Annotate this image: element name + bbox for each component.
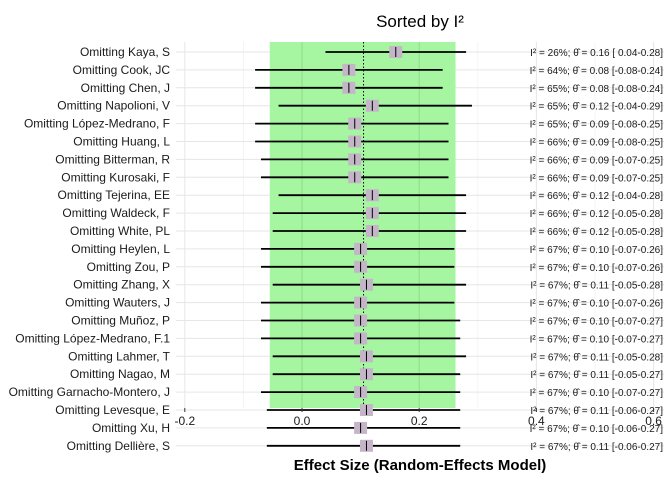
study-annotation: I² = 67%; θ̂ = 0.11 [-0.05-0.27]	[530, 369, 663, 381]
study-label: Omitting Napolioni, V	[57, 99, 170, 113]
study-row: Omitting Levesque, E I² = 67%; θ̂ = 0.11 …	[55, 403, 663, 417]
study-row: Omitting López-Medrano, F I² = 65%; θ̂ = …	[24, 117, 663, 131]
study-annotation: I² = 67%; θ̂ = 0.10 [-0.06-0.27]	[530, 423, 664, 435]
study-row: Omitting Garnacho-Montero, J I² = 67%; θ̂…	[9, 385, 664, 399]
study-label: Omitting Garnacho-Montero, J	[9, 385, 170, 399]
study-annotation: I² = 67%; θ̂ = 0.10 [-0.07-0.27]	[530, 333, 664, 345]
study-row: Omitting Wauters, J I² = 67%; θ̂ = 0.10 […	[65, 296, 663, 310]
study-row: Omitting Kurosaki, F I² = 66%; θ̂ = 0.09 …	[61, 170, 663, 184]
study-row: Omitting Xu, H I² = 67%; θ̂ = 0.10 [-0.06…	[92, 421, 663, 435]
study-row: Omitting Waldeck, F I² = 66%; θ̂ = 0.12 […	[62, 206, 663, 220]
study-label: Omitting White, PL	[70, 224, 170, 238]
study-annotation: I² = 67%; θ̂ = 0.10 [-0.07-0.27]	[530, 316, 664, 328]
study-row: Omitting Nagao, M I² = 67%; θ̂ = 0.11 [-0…	[70, 367, 663, 381]
study-rows: Omitting Kaya, S I² = 26%; θ̂ = 0.16 [ 0.…	[9, 45, 664, 453]
study-annotation: I² = 67%; θ̂ = 0.11 [-0.05-0.28]	[530, 351, 663, 363]
study-annotation: I² = 65%; θ̂ = 0.09 [-0.08-0.25]	[530, 119, 664, 131]
study-row: Omitting Napolioni, V I² = 65%; θ̂ = 0.12…	[57, 99, 663, 113]
study-label: Omitting Lahmer, T	[68, 349, 170, 363]
study-annotation: I² = 65%; θ̂ = 0.08 [-0.08-0.24]	[530, 83, 664, 95]
study-label: Omitting Cook, JC	[73, 63, 171, 77]
study-label: Omitting Kurosaki, F	[61, 170, 170, 184]
x-tick-label: 0.6	[645, 414, 662, 428]
study-row: Omitting López-Medrano, F.1 I² = 67%; θ̂ …	[15, 331, 663, 345]
study-label: Omitting Waldeck, F	[62, 206, 170, 220]
study-row: Omitting Huang, L I² = 66%; θ̂ = 0.09 [-0…	[73, 135, 663, 149]
study-row: Omitting Dellière, S I² = 67%; θ̂ = 0.11 …	[67, 439, 664, 453]
study-label: Omitting Kaya, S	[80, 45, 170, 59]
x-tick-label: -0.2	[174, 414, 195, 428]
study-label: Omitting Tejerina, EE	[58, 188, 171, 202]
study-row: Omitting Cook, JC I² = 64%; θ̂ = 0.08 [-0…	[73, 63, 664, 77]
study-annotation: I² = 66%; θ̂ = 0.12 [-0.05-0.28]	[530, 226, 664, 238]
study-row: Omitting Muñoz, P I² = 67%; θ̂ = 0.10 [-0…	[71, 314, 663, 328]
study-label: Omitting Xu, H	[92, 421, 170, 435]
chart-title: Sorted by I²	[376, 12, 464, 31]
study-annotation: I² = 67%; θ̂ = 0.10 [-0.07-0.26]	[530, 244, 664, 256]
study-annotation: I² = 64%; θ̂ = 0.08 [-0.08-0.24]	[530, 65, 664, 77]
study-label: Omitting López-Medrano, F.1	[15, 331, 170, 345]
x-axis-label: Effect Size (Random-Effects Model)	[294, 457, 547, 474]
study-label: Omitting López-Medrano, F	[24, 117, 170, 131]
x-axis: -0.2 0.0 0.2 0.4 0.6	[174, 408, 662, 428]
study-annotation: I² = 67%; θ̂ = 0.11 [-0.05-0.28]	[530, 280, 663, 292]
study-annotation: I² = 66%; θ̂ = 0.09 [-0.08-0.25]	[530, 137, 664, 149]
study-annotation: I² = 67%; θ̂ = 0.10 [-0.07-0.26]	[530, 298, 664, 310]
study-row: Omitting Zou, P I² = 67%; θ̂ = 0.10 [-0.0…	[87, 260, 664, 274]
study-annotation: I² = 66%; θ̂ = 0.12 [-0.05-0.28]	[530, 208, 664, 220]
study-label: Omitting Huang, L	[73, 135, 170, 149]
study-annotation: I² = 26%; θ̂ = 0.16 [ 0.04-0.28]	[530, 47, 663, 59]
x-tick-label: 0.0	[294, 414, 311, 428]
study-label: Omitting Zhang, X	[73, 278, 170, 292]
study-annotation: I² = 67%; θ̂ = 0.11 [-0.06-0.27]	[530, 405, 663, 417]
study-label: Omitting Muñoz, P	[71, 314, 170, 328]
study-row: Omitting Lahmer, T I² = 67%; θ̂ = 0.11 [-…	[68, 349, 663, 363]
confidence-band	[269, 42, 456, 408]
study-annotation: I² = 67%; θ̂ = 0.10 [-0.07-0.26]	[530, 262, 664, 274]
study-annotation: I² = 66%; θ̂ = 0.09 [-0.07-0.25]	[530, 172, 664, 184]
pooled-ci-band	[269, 42, 456, 408]
study-label: Omitting Levesque, E	[55, 403, 170, 417]
study-annotation: I² = 66%; θ̂ = 0.09 [-0.07-0.25]	[530, 154, 664, 166]
study-label: Omitting Zou, P	[87, 260, 170, 274]
study-row: Omitting White, PL I² = 66%; θ̂ = 0.12 [-…	[70, 224, 663, 238]
study-row: Omitting Kaya, S I² = 26%; θ̂ = 0.16 [ 0.…	[80, 45, 663, 59]
study-row: Omitting Heylen, L I² = 67%; θ̂ = 0.10 [-…	[71, 242, 663, 256]
study-row: Omitting Chen, J I² = 65%; θ̂ = 0.08 [-0.…	[81, 81, 664, 95]
study-annotation: I² = 66%; θ̂ = 0.12 [-0.04-0.28]	[530, 190, 664, 202]
study-annotation: I² = 65%; θ̂ = 0.12 [-0.04-0.29]	[530, 101, 664, 113]
study-row: Omitting Zhang, X I² = 67%; θ̂ = 0.11 [-0…	[73, 278, 663, 292]
study-label: Omitting Bitterman, R	[55, 152, 170, 166]
study-label: Omitting Wauters, J	[65, 296, 170, 310]
study-annotation: I² = 67%; θ̂ = 0.10 [-0.07-0.27]	[530, 387, 664, 399]
study-annotation: I² = 67%; θ̂ = 0.11 [-0.06-0.27]	[530, 441, 663, 453]
x-tick-label: 0.2	[411, 414, 428, 428]
x-tick-label: 0.4	[528, 414, 545, 428]
study-row: Omitting Bitterman, R I² = 66%; θ̂ = 0.09…	[55, 152, 663, 166]
study-label: Omitting Heylen, L	[71, 242, 170, 256]
study-label: Omitting Chen, J	[81, 81, 170, 95]
study-label: Omitting Nagao, M	[70, 367, 170, 381]
study-row: Omitting Tejerina, EE I² = 66%; θ̂ = 0.12…	[58, 188, 664, 202]
study-label: Omitting Dellière, S	[67, 439, 170, 453]
